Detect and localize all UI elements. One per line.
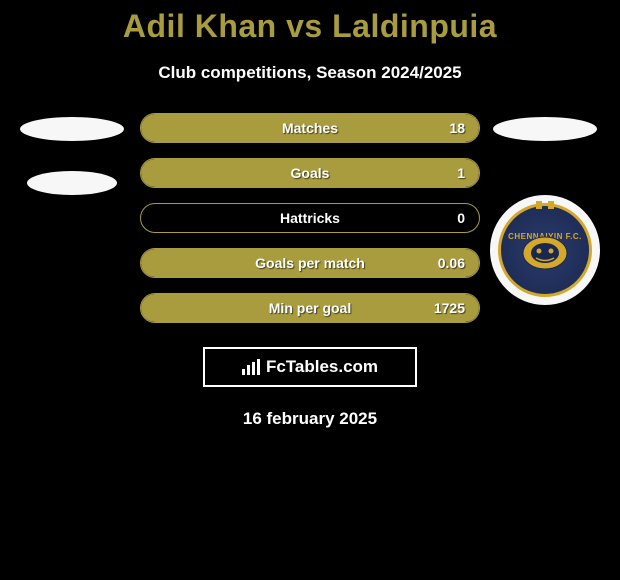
club-logo-inner: CHENNAIYIN F.C.: [498, 203, 592, 297]
date-text: 16 february 2025: [0, 409, 620, 429]
player-badge-placeholder: [20, 117, 124, 141]
right-player-badges: CHENNAIYIN F.C.: [490, 113, 600, 305]
stat-value-right: 0: [457, 210, 465, 226]
stat-value-right: 1: [457, 165, 465, 181]
club-badge-placeholder: [27, 171, 117, 195]
stat-row: Hattricks 0: [140, 203, 480, 233]
stat-bars: Matches 18 Goals 1 Hattricks 0 Goals per match…: [140, 113, 480, 323]
stat-row: Min per goal 1725: [140, 293, 480, 323]
left-player-badges: [20, 113, 130, 195]
stat-label: Goals: [291, 165, 330, 181]
stat-label: Goals per match: [255, 255, 365, 271]
widget-container: Adil Khan vs Laldinpuia Club competition…: [0, 0, 620, 429]
branding-box[interactable]: FcTables.com: [203, 347, 417, 387]
club-emblem-icon: [520, 233, 570, 273]
stats-area: Matches 18 Goals 1 Hattricks 0 Goals per match…: [0, 113, 620, 323]
stat-value-right: 1725: [434, 300, 465, 316]
chart-icon: [242, 359, 262, 375]
branding-text: FcTables.com: [242, 357, 378, 377]
stat-row: Matches 18: [140, 113, 480, 143]
stat-row: Goals per match 0.06: [140, 248, 480, 278]
stat-value-right: 0.06: [438, 255, 465, 271]
stat-label: Matches: [282, 120, 338, 136]
stat-row: Goals 1: [140, 158, 480, 188]
page-subtitle: Club competitions, Season 2024/2025: [0, 63, 620, 83]
stat-label: Hattricks: [280, 210, 340, 226]
branding-label: FcTables.com: [266, 357, 378, 377]
club-trophy-icon: [530, 199, 560, 211]
club-logo: CHENNAIYIN F.C.: [490, 195, 600, 305]
stat-value-right: 18: [449, 120, 465, 136]
stat-label: Min per goal: [269, 300, 351, 316]
player-badge-placeholder: [493, 117, 597, 141]
page-title: Adil Khan vs Laldinpuia: [0, 8, 620, 45]
